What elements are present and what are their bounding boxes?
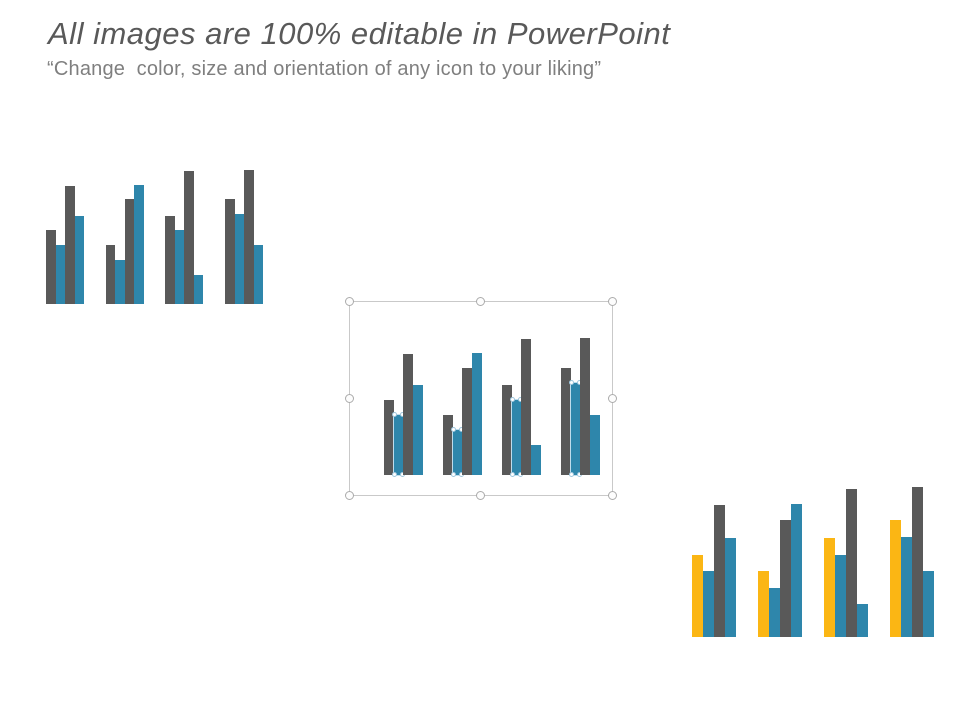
bar-group-4-series-2[interactable] [234,214,245,304]
bar-chart-icon-selected[interactable] [384,338,600,477]
datapoint-selection-handle [568,472,574,477]
bar-group-1-series-1[interactable] [384,399,394,475]
bar-group-4-series-3[interactable] [912,487,923,637]
bar-group-4-series-2[interactable] [568,380,583,477]
bar-chart-icon-bottom-right[interactable] [692,487,934,637]
resize-handle-sw[interactable] [345,491,354,500]
bar-group-2-series-1[interactable] [443,414,453,475]
bar-group-2-series-3[interactable] [462,368,473,475]
bar-group-3-series-3[interactable] [521,339,532,475]
resize-handle-se[interactable] [608,491,617,500]
datapoint-selection-handle [509,396,515,402]
datapoint-selection-handle [509,472,515,477]
selection-box[interactable] [345,297,617,500]
datapoint-selection-handle [450,426,456,432]
bar-group-2-series-2[interactable] [450,426,465,477]
bar-group-2-series-3[interactable] [780,520,791,637]
bar-group-3-series-4[interactable] [531,444,541,475]
resize-handle-w[interactable] [345,393,354,403]
bar-group-3-series-4[interactable] [193,274,204,304]
bar-group-4-series-3[interactable] [244,170,254,304]
bar-group-2-series-4[interactable] [472,353,482,475]
bar-group-3-series-2[interactable] [509,396,524,477]
bar-group-3-series-1[interactable] [824,538,835,637]
bar-group-1-series-3[interactable] [65,186,75,304]
bar-group-3-series-4[interactable] [857,604,868,637]
bar-group-4-series-2[interactable] [901,536,912,637]
datapoint-selection-handle [391,472,397,477]
resize-handle-ne[interactable] [608,297,617,306]
bar-group-4-series-3[interactable] [580,338,591,475]
bar-group-2-series-1[interactable] [758,571,769,637]
resize-handle-nw[interactable] [345,297,354,306]
resize-handle-e[interactable] [608,393,617,403]
bar-group-2-series-4[interactable] [134,184,144,304]
bar-group-4-series-4[interactable] [590,414,600,475]
bar-group-3-series-2[interactable] [174,230,185,304]
bar-group-2-series-2[interactable] [115,259,125,304]
bar-group-4-series-1[interactable] [890,520,901,637]
bar-group-2-series-1[interactable] [105,245,116,304]
bar-group-1-series-3[interactable] [714,505,725,637]
bar-group-3-series-1[interactable] [502,384,512,475]
page-subtitle: “Change color, size and orientation of a… [47,58,602,80]
bar-group-4-series-4[interactable] [923,571,934,637]
bar-group-1-series-2[interactable] [391,411,406,477]
bar-group-1-series-4[interactable] [74,215,84,304]
bar-group-1-series-1[interactable] [692,554,703,637]
datapoint-selection-handle [391,411,397,417]
bar-group-1-series-4[interactable] [725,538,736,637]
bar-group-1-series-4[interactable] [413,384,423,475]
datapoint-selection-handle [450,472,456,477]
page-title: All images are 100% editable in PowerPoi… [48,16,671,51]
bar-group-3-series-1[interactable] [165,215,175,304]
bar-chart-icon-top-left[interactable] [46,170,264,304]
bar-group-4-series-4[interactable] [253,245,264,304]
datapoint-selection-handle [568,380,574,386]
bar-group-1-series-1[interactable] [46,230,56,304]
bar-group-3-series-2[interactable] [835,554,846,637]
bar-group-1-series-2[interactable] [55,245,65,304]
bar-group-2-series-4[interactable] [791,503,802,637]
bar-group-1-series-3[interactable] [403,354,414,475]
bar-group-3-series-3[interactable] [846,488,857,637]
resize-handle-s[interactable] [476,491,485,500]
bar-group-4-series-1[interactable] [225,199,235,304]
resize-handle-n[interactable] [476,297,485,306]
bar-group-4-series-1[interactable] [561,368,571,475]
bar-group-1-series-2[interactable] [703,571,714,637]
bar-group-3-series-3[interactable] [184,171,194,304]
bar-group-2-series-3[interactable] [124,199,135,304]
bar-group-2-series-2[interactable] [769,587,780,637]
